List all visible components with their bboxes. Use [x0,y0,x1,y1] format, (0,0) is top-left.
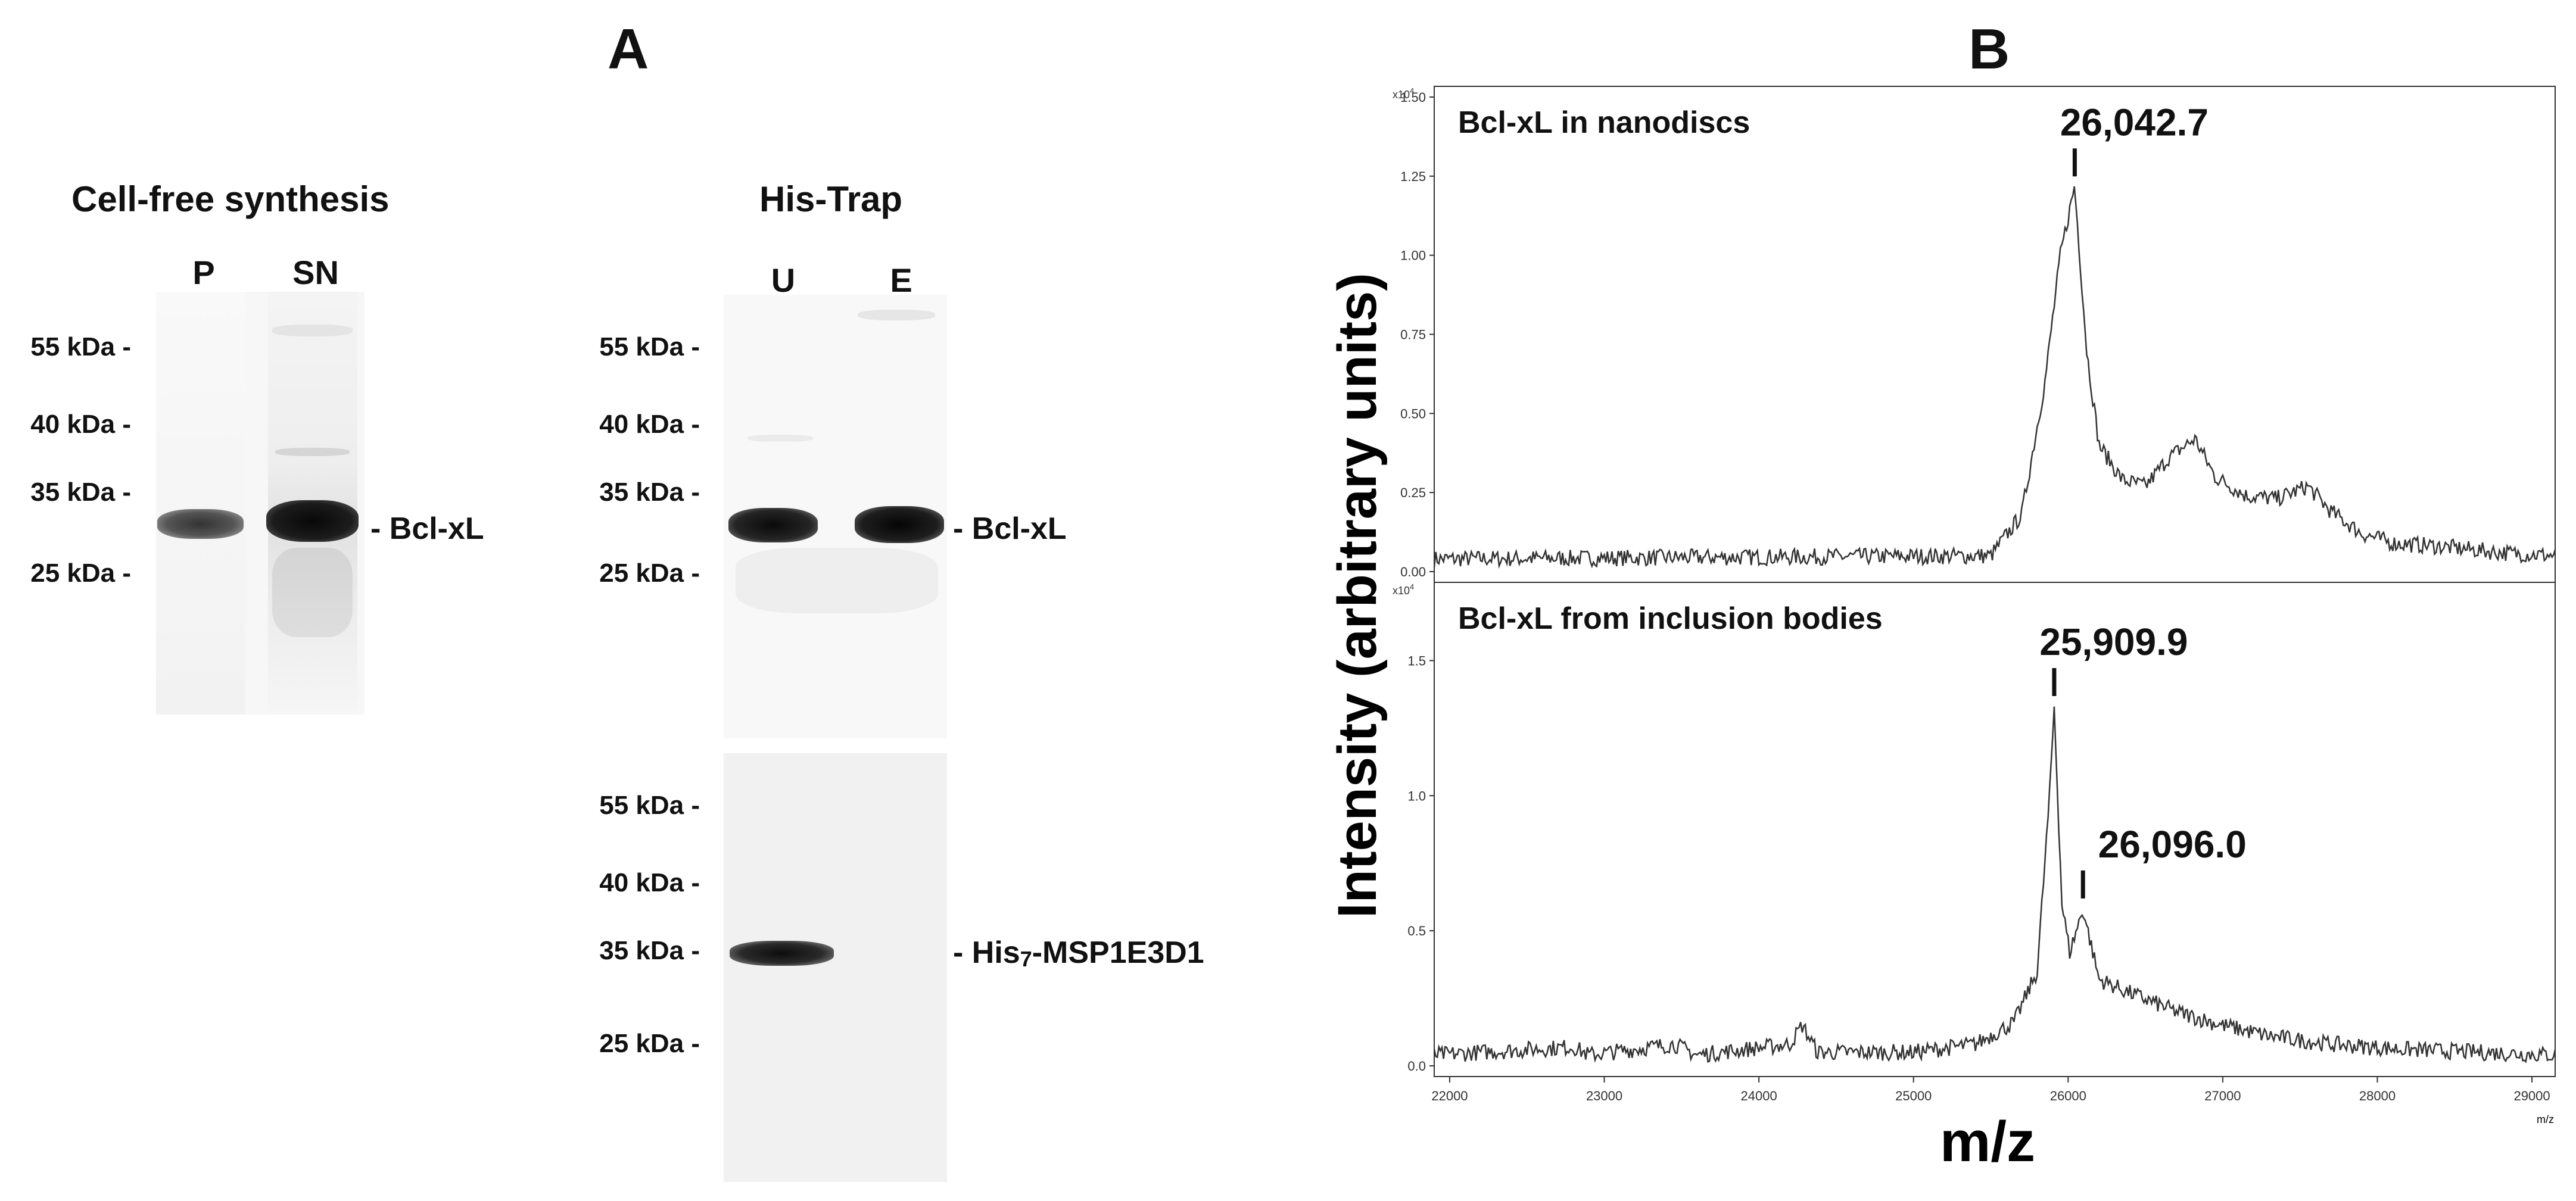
y-axis-label: Intensity (arbitrary units) [1327,273,1388,918]
y-tick-label-0-5: 1.25 [1400,169,1426,184]
y-tick-label-0-6: 1.50 [1400,90,1426,105]
subplot-title-0: Bcl-xL in nanodiscs [1458,105,1750,140]
x-tick-label-3: 25000 [1895,1088,1932,1103]
panel-label-b: B [1968,17,2010,81]
y-tick-label-0-4: 1.00 [1400,248,1426,263]
plot-frame-1 [1434,582,2556,1077]
peak-label-0-0: 26,042.7 [2060,101,2209,144]
marker-55-kda-his-bottom: 55 kDa - [599,791,700,820]
y-tick-label-1-0: 0.0 [1407,1059,1426,1074]
blot-his-trap-top [724,295,947,738]
plot-frame-0 [1434,86,2556,583]
smear-his-top [736,548,938,613]
x-tick-label-7: 29000 [2513,1088,2550,1103]
blot-cell-free [156,292,365,715]
marker-25-kda-his-top: 25 kDa - [599,559,700,588]
smear-sn [272,548,353,637]
marker-25-kda: 25 kDa - [30,559,131,588]
x-tick-label-1: 23000 [1586,1088,1622,1103]
blot-his-trap-bottom [724,753,947,1182]
marker-35-kda-his-top: 35 kDa - [599,478,700,507]
spectrum-line-0 [1433,186,2556,569]
marker-55-kda: 55 kDa - [30,332,131,361]
peak-label-1-1: 26,096.0 [2098,823,2247,866]
spectrum-line-1 [1433,706,2556,1063]
marker-40-kda: 40 kDa - [30,410,131,439]
x-tick-label-0: 22000 [1431,1088,1468,1103]
band-bcl-xl-p [157,509,244,539]
gel-title-cell-free: Cell-free synthesis [71,179,390,219]
band-label-his-prefix: - His [953,935,1020,970]
lane-label-e: E [890,261,912,299]
band-label-bcl-xl-cell-free: - Bcl-xL [370,511,484,546]
marker-40-kda-his-bottom: 40 kDa - [599,868,700,897]
y-scale-label-1: x104 [1393,582,1414,597]
band-faint-sn-36kda [275,448,350,456]
y-tick-label-0-3: 0.75 [1400,327,1426,342]
lane-label-sn: SN [292,254,339,291]
marker-40-kda-his-top: 40 kDa - [599,410,700,439]
band-bcl-xl-sn [266,500,359,542]
x-tick-label-2: 24000 [1741,1088,1777,1103]
lane-label-u: U [771,261,796,299]
gel-title-his-trap: His-Trap [759,179,903,219]
band-faint-u-37kda [747,435,813,442]
marker-25-kda-his-bottom: 25 kDa - [599,1029,700,1058]
x-axis-label: m/z [1940,1110,2035,1174]
y-tick-label-1-1: 0.5 [1407,924,1426,938]
marker-35-kda: 35 kDa - [30,478,131,507]
y-tick-label-1-2: 1.0 [1407,788,1426,803]
band-label-bcl-xl-his-trap: - Bcl-xL [953,511,1067,546]
x-axis-unit-small: m/z [2537,1113,2554,1125]
lane-p [156,292,245,715]
band-faint-e-high [858,310,935,320]
band-faint-sn-high [272,325,353,336]
band-bcl-xl-e [855,506,944,543]
band-label-his-subscript: 7 [1020,947,1032,971]
subplot-title-1: Bcl-xL from inclusion bodies [1458,601,1883,636]
band-his7-msp1e3d1-u [730,941,834,966]
band-label-his-suffix: -MSP1E3D1 [1032,935,1204,970]
marker-55-kda-his-top: 55 kDa - [599,332,700,361]
y-tick-label-0-0: 0.00 [1400,564,1426,579]
y-tick-label-0-1: 0.25 [1400,485,1426,500]
lane-label-p: P [192,254,215,291]
marker-35-kda-his-bottom: 35 kDa - [599,936,700,965]
peak-label-1-0: 25,909.9 [2039,620,2188,663]
x-tick-label-6: 28000 [2359,1088,2396,1103]
y-tick-label-1-3: 1.5 [1407,653,1426,668]
x-tick-label-4: 26000 [2050,1088,2086,1103]
x-tick-label-5: 27000 [2204,1088,2241,1103]
panel-label-a: A [608,17,649,81]
y-tick-label-0-2: 0.50 [1400,406,1426,421]
band-bcl-xl-u [728,508,818,542]
band-label-his7-msp1e3d1: - His7-MSP1E3D1 [953,935,1204,972]
